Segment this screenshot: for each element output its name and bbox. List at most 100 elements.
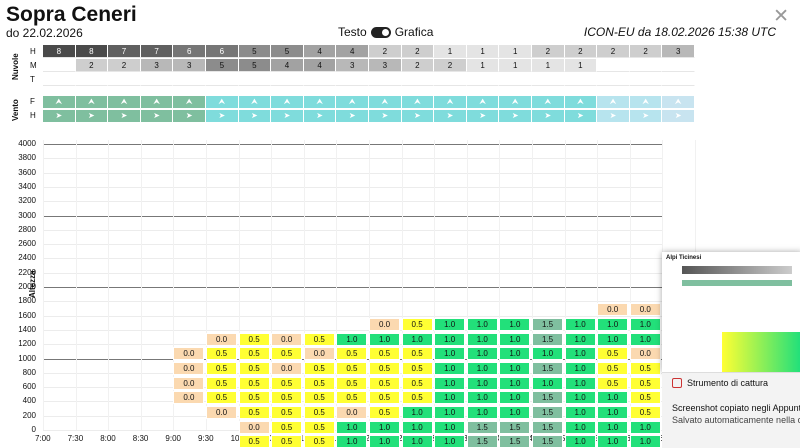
forecast-cell: 0.0: [271, 361, 303, 375]
forecast-cell: 1.0: [564, 317, 596, 331]
forecast-cell: 0.0: [173, 376, 205, 390]
forecast-cell: 1.0: [466, 391, 498, 405]
forecast-cell: 1.0: [564, 361, 596, 375]
forecast-cell: 1.0: [499, 317, 531, 331]
cloud-cell-low: [597, 73, 630, 86]
forecast-cell: 1.0: [499, 361, 531, 375]
column-divider: [43, 140, 44, 430]
gridline: [43, 244, 663, 246]
page-title: Sopra Ceneri: [6, 3, 137, 26]
gridline: [43, 272, 663, 274]
cloud-cell: 1: [466, 45, 500, 58]
forecast-cell: 0.0: [271, 332, 303, 346]
cloud-cell: 2: [75, 59, 109, 72]
wind-arrow-icon: ➤: [336, 110, 369, 122]
altitude-tick: 4000: [18, 139, 36, 148]
snip-notification[interactable]: Strumento di cattura Screenshot copiato …: [662, 372, 800, 448]
cloud-cell: 5: [206, 59, 239, 72]
cloud-cell: 1: [499, 45, 532, 58]
cloud-cell: 2: [564, 45, 598, 58]
close-icon[interactable]: ✕: [773, 6, 789, 27]
altitude-tick: 0: [31, 425, 36, 434]
altitude-tick: 3600: [18, 167, 36, 177]
cloud-cell: 5: [238, 59, 272, 72]
gridline: [43, 186, 663, 188]
gridline: [43, 215, 663, 217]
column-divider: [401, 140, 403, 430]
forecast-cell: 1.5: [532, 391, 563, 405]
forecast-cell: 0.5: [369, 406, 400, 419]
forecast-cell: 1.0: [564, 420, 596, 434]
cloud-cell: 3: [173, 59, 206, 72]
altitude-tick: 3000: [18, 210, 36, 220]
cloud-cell: [597, 59, 630, 72]
forecast-cell: 0.5: [629, 406, 661, 419]
screenshot-thumbnail[interactable]: Alpi Ticinesi: [662, 252, 800, 372]
forecast-cell: 0.5: [206, 376, 237, 390]
altitude-tick: 2400: [18, 253, 36, 263]
wind-arrow-icon: ⮝: [597, 96, 630, 108]
forecast-cell: 1.0: [499, 332, 531, 346]
toggle-switch[interactable]: [370, 26, 391, 38]
cloud-cell: 3: [662, 45, 695, 58]
cloud-cell: [43, 59, 76, 72]
view-toggle[interactable]: Testo Grafica: [338, 25, 433, 39]
forecast-cell: 1.0: [434, 361, 466, 375]
wind-arrow-icon: ⮝: [271, 96, 304, 108]
wind-arrow-icon: ⮝: [499, 96, 532, 108]
wind-arrow-icon: ⮝: [303, 96, 337, 108]
cloud-cell: 3: [336, 59, 369, 72]
forecast-cell: 0.5: [401, 361, 433, 375]
forecast-cell: 1.0: [401, 332, 433, 346]
cloud-cell-low: [108, 73, 141, 86]
column-divider: [303, 140, 305, 430]
forecast-cell: 1.0: [629, 435, 661, 448]
gridline: [43, 287, 663, 288]
forecast-cell: 1.5: [532, 332, 563, 346]
cloud-row-label-m: M: [30, 61, 37, 70]
forecast-cell: 0.5: [303, 406, 335, 419]
gridline: [43, 201, 663, 203]
wind-arrow-icon: ⮝: [336, 96, 369, 108]
wind-arrow-icon: ➤: [597, 110, 630, 122]
cloud-cell: 4: [303, 59, 337, 72]
wind-arrow-icon: ⮝: [140, 96, 174, 108]
cloud-cell-low: [336, 73, 369, 86]
altitude-tick: 1000: [18, 353, 36, 363]
cloud-cell-low: [466, 73, 500, 86]
forecast-cell: 0.5: [238, 391, 270, 405]
forecast-cell: 0.5: [238, 361, 270, 375]
forecast-cell: 0.0: [238, 420, 270, 434]
notification-line1: Screenshot copiato negli Appunti: [672, 403, 800, 413]
forecast-cell: 0.5: [271, 347, 303, 361]
wind-arrow-icon: ➤: [564, 110, 598, 122]
cloud-cell: 2: [629, 45, 663, 58]
altitude-tick: 3200: [18, 196, 36, 206]
forecast-cell: 0.5: [303, 435, 335, 448]
altitude-tick: 2000: [18, 282, 36, 291]
forecast-cell: 1.0: [629, 420, 661, 434]
forecast-cell: 0.5: [303, 361, 335, 375]
forecast-cell: 0.5: [271, 376, 303, 390]
wind-arrow-icon: ⮝: [108, 96, 141, 108]
forecast-cell: 0.5: [303, 391, 335, 405]
forecast-cell: 0.5: [629, 391, 661, 405]
wind-arrow-icon: ⮝: [466, 96, 500, 108]
cloud-cell-low: [434, 73, 467, 86]
cloud-cell-low: [43, 73, 76, 86]
cloud-cell: 1: [434, 45, 467, 58]
forecast-cell: 0.5: [238, 406, 270, 419]
forecast-cell: 0.5: [271, 391, 303, 405]
forecast-cell: 1.0: [499, 376, 531, 390]
cloud-cell: 2: [401, 59, 435, 72]
cloud-cell-low: [238, 73, 272, 86]
cloud-cell-low: [271, 73, 304, 86]
wind-arrow-icon: ➤: [303, 110, 337, 122]
forecast-cell: 0.5: [206, 361, 237, 375]
wind-arrow-icon: ➤: [499, 110, 532, 122]
forecast-cell: 0.5: [303, 332, 335, 346]
cloud-cell: 8: [75, 45, 109, 58]
forecast-cell: 1.0: [434, 420, 466, 434]
forecast-cell: 0.5: [629, 361, 661, 375]
column-divider: [564, 140, 566, 430]
